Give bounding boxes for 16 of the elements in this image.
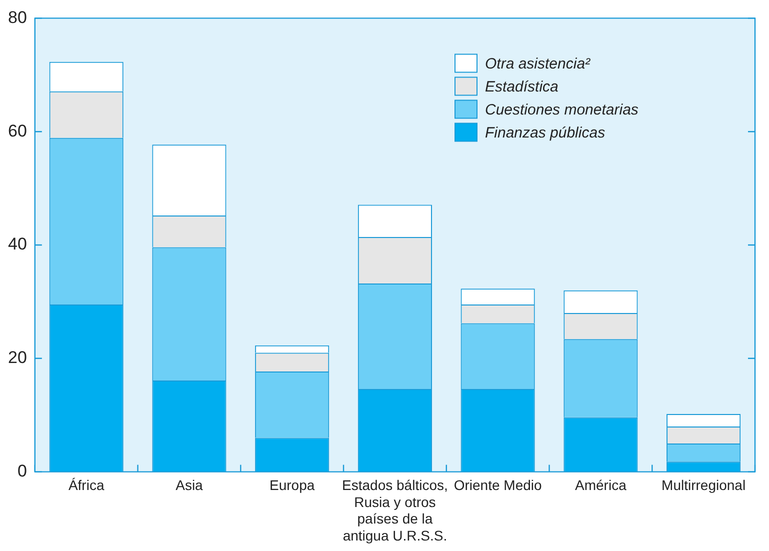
x-tick-label: América: [575, 477, 627, 494]
y-tick-label: 0: [17, 461, 27, 480]
y-tick-label: 40: [8, 234, 27, 254]
x-tick-label: Oriente Medio: [454, 477, 542, 494]
x-tick-label: Europa: [270, 477, 315, 494]
legend-label: Otra asistencia²: [485, 55, 592, 72]
x-tick-label: África: [68, 477, 104, 494]
y-tick-label: 20: [8, 348, 27, 368]
x-tick-label: Asia: [176, 477, 204, 494]
y-tick-label: 80: [8, 8, 27, 27]
x-tick-label: Multirregional: [662, 477, 746, 494]
x-tick-label: Estados bálticos, Rusia y otros países de la antigua U.R.S.S.: [342, 477, 448, 544]
legend-label: Finanzas públicas: [485, 124, 606, 142]
legend-label: Estadística: [485, 78, 558, 96]
y-tick-label: 60: [8, 121, 27, 140]
legend-label: Cuestiones monetarias: [485, 101, 639, 118]
